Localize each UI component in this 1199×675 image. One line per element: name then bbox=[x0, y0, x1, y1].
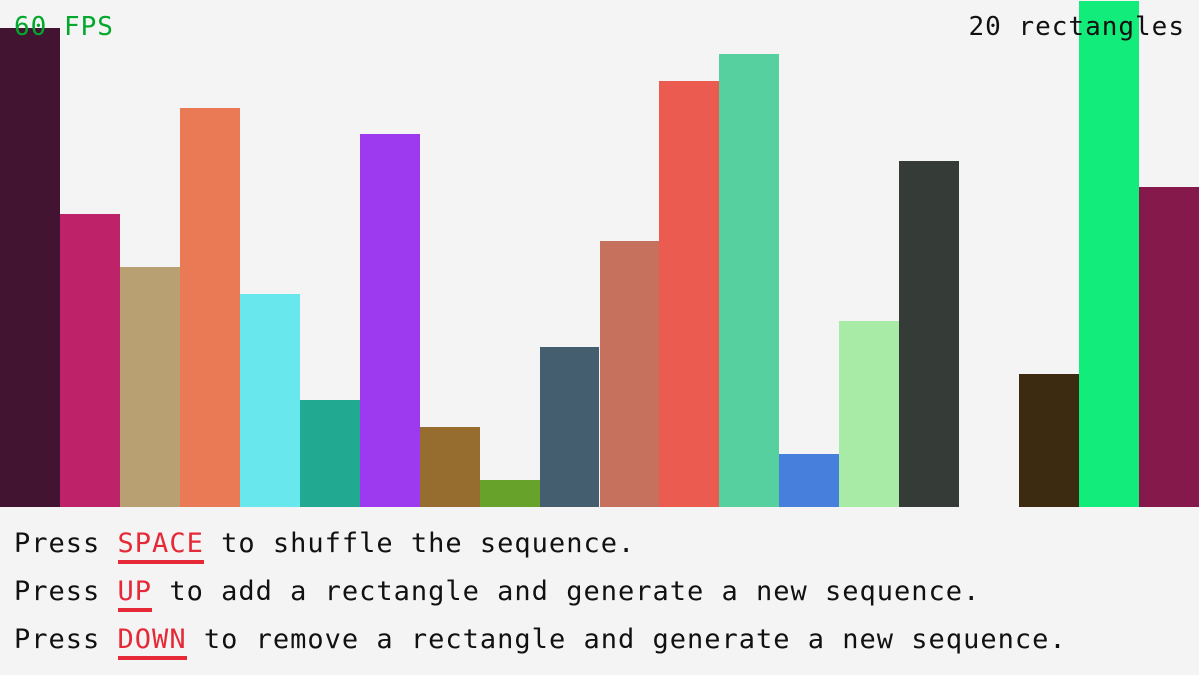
sequence-bar bbox=[119, 267, 180, 507]
sequence-bar bbox=[899, 160, 960, 507]
sequence-bar bbox=[719, 54, 780, 507]
sequence-bar bbox=[599, 240, 660, 507]
instruction-text: Press bbox=[14, 624, 118, 655]
instruction-text: to shuffle the sequence. bbox=[203, 528, 636, 559]
sequence-bar bbox=[659, 80, 720, 507]
fps-counter: 60 FPS bbox=[14, 12, 114, 42]
sequence-bar bbox=[839, 320, 900, 507]
instruction-text: Press bbox=[14, 528, 118, 559]
sequence-bar bbox=[59, 214, 120, 507]
key-up: UP bbox=[117, 576, 153, 612]
sequence-bars bbox=[0, 1, 1199, 507]
sequence-bar bbox=[239, 293, 300, 507]
sequence-bar bbox=[419, 427, 480, 507]
key-down: DOWN bbox=[117, 624, 187, 660]
instruction-shuffle: Press SPACE to shuffle the sequence. bbox=[14, 528, 636, 564]
instruction-text: Press bbox=[14, 576, 118, 607]
sequence-bar bbox=[1019, 373, 1080, 507]
instruction-text: to add a rectangle and generate a new se… bbox=[152, 576, 981, 607]
sequence-bar bbox=[779, 453, 840, 507]
sequence-bar bbox=[1079, 1, 1140, 507]
sequence-bar bbox=[479, 480, 540, 507]
sequence-bar bbox=[179, 107, 240, 507]
instruction-remove: Press DOWN to remove a rectangle and gen… bbox=[14, 624, 1067, 660]
sequence-bar bbox=[359, 134, 420, 507]
sequence-bar bbox=[539, 347, 600, 507]
rectangle-count: 20 rectangles bbox=[968, 12, 1185, 42]
key-space: SPACE bbox=[117, 528, 204, 564]
sequence-bar bbox=[0, 27, 60, 507]
sequence-bar bbox=[299, 400, 360, 507]
instruction-text: to remove a rectangle and generate a new… bbox=[186, 624, 1067, 655]
instruction-add: Press UP to add a rectangle and generate… bbox=[14, 576, 981, 612]
sequence-bar bbox=[1139, 187, 1199, 507]
